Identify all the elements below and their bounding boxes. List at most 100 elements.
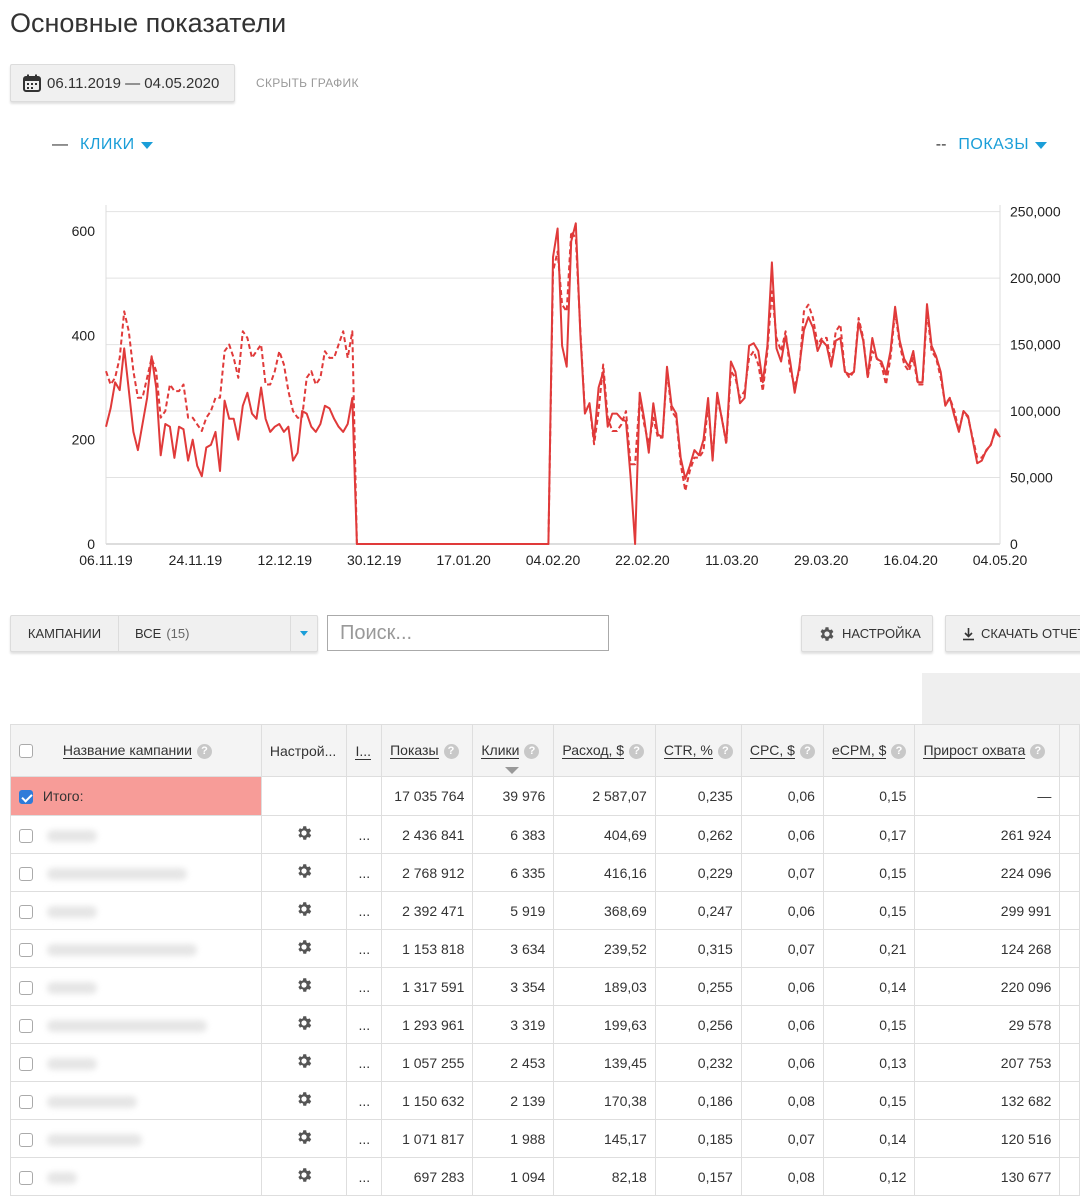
row-checkbox[interactable] xyxy=(19,942,33,957)
gear-icon[interactable] xyxy=(295,1054,313,1073)
row-checkbox[interactable] xyxy=(19,1132,33,1147)
help-icon[interactable]: ? xyxy=(629,744,645,759)
right-metric-label[interactable]: ПОКАЗЫ xyxy=(958,136,1029,153)
campaign-name-cell[interactable] xyxy=(10,1081,262,1120)
right-metric-selector[interactable]: -- ПОКАЗЫ xyxy=(936,136,1047,154)
chevron-down-icon[interactable] xyxy=(140,141,153,149)
table-row[interactable]: ... 1 071 817 1 988 145,17 0,185 0,07 0,14 120 … xyxy=(10,1119,1080,1158)
header-reach[interactable]: Прирост охвата? xyxy=(914,724,1061,777)
gear-icon[interactable] xyxy=(295,864,313,883)
row-settings-cell[interactable] xyxy=(260,929,348,968)
row-more[interactable]: ... xyxy=(346,891,383,930)
campaign-name-cell[interactable] xyxy=(10,929,262,968)
row-more[interactable]: ... xyxy=(346,967,383,1006)
gear-icon[interactable] xyxy=(295,902,313,921)
download-report-button[interactable]: СКАЧАТЬ ОТЧЕТ xyxy=(945,615,1080,652)
campaign-name-cell[interactable] xyxy=(10,967,262,1006)
table-row[interactable]: ... 2 768 912 6 335 416,16 0,229 0,07 0,15 224 … xyxy=(10,853,1080,892)
page-title: Основные показатели xyxy=(10,8,287,38)
left-metric-selector[interactable]: — КЛИКИ xyxy=(52,136,153,154)
header-info[interactable]: I... xyxy=(346,724,383,777)
table-row[interactable]: ... 1 057 255 2 453 139,45 0,232 0,06 0,13 207 … xyxy=(10,1043,1080,1082)
row-more[interactable]: ... xyxy=(346,1043,383,1082)
help-icon[interactable]: ? xyxy=(524,744,540,759)
settings-button[interactable]: НАСТРОЙКА xyxy=(801,615,933,652)
header-shows[interactable]: Показы? xyxy=(381,724,474,777)
gear-icon[interactable] xyxy=(295,826,313,845)
help-icon[interactable]: ? xyxy=(717,744,733,759)
header-ctr[interactable]: CTR, %? xyxy=(654,724,742,777)
row-settings-cell[interactable] xyxy=(260,815,348,854)
row-checkbox[interactable] xyxy=(19,904,33,919)
row-settings-cell[interactable] xyxy=(260,1119,348,1158)
download-label: СКАЧАТЬ ОТЧЕТ xyxy=(981,626,1080,641)
row-checkbox[interactable] xyxy=(19,866,33,881)
chevron-down-icon[interactable] xyxy=(1035,141,1047,149)
campaign-name-cell[interactable] xyxy=(10,891,262,930)
row-reach: 124 268 xyxy=(914,929,1061,968)
header-spend[interactable]: Расход, $? xyxy=(553,724,656,777)
header-ecpm[interactable]: eCPM, $? xyxy=(822,724,916,777)
row-spend: 368,69 xyxy=(553,891,656,930)
campaign-name-cell[interactable] xyxy=(10,1005,262,1044)
left-metric-label[interactable]: КЛИКИ xyxy=(80,136,135,153)
row-more[interactable]: ... xyxy=(346,1005,383,1044)
row-more[interactable]: ... xyxy=(346,1157,383,1196)
row-more[interactable]: ... xyxy=(346,929,383,968)
date-range-button[interactable]: 06.11.2019 — 04.05.2020 xyxy=(10,64,235,102)
gear-icon[interactable] xyxy=(295,940,313,959)
help-icon[interactable]: ? xyxy=(196,744,212,759)
row-checkbox[interactable] xyxy=(19,1018,33,1033)
campaign-name-cell[interactable] xyxy=(10,1157,262,1196)
table-row[interactable]: ... 2 436 841 6 383 404,69 0,262 0,06 0,17 261 … xyxy=(10,815,1080,854)
table-row[interactable]: ... 1 150 632 2 139 170,38 0,186 0,08 0,15 132 … xyxy=(10,1081,1080,1120)
gear-icon[interactable] xyxy=(295,1168,313,1187)
help-icon[interactable]: ? xyxy=(1030,744,1046,759)
gear-icon[interactable] xyxy=(295,978,313,997)
gear-icon[interactable] xyxy=(295,1092,313,1111)
gear-icon[interactable] xyxy=(295,1130,313,1149)
row-more[interactable]: ... xyxy=(346,1119,383,1158)
header-name[interactable]: Название кампании? xyxy=(10,724,262,777)
help-icon[interactable]: ? xyxy=(443,744,459,759)
row-settings-cell[interactable] xyxy=(260,1005,348,1044)
row-checkbox[interactable] xyxy=(19,1056,33,1071)
header-cpc[interactable]: CPC, $? xyxy=(740,724,824,777)
row-more[interactable]: ... xyxy=(346,815,383,854)
help-icon[interactable]: ? xyxy=(891,744,907,759)
campaign-filter[interactable]: КАМПАНИИ ВСЕ (15) xyxy=(10,615,318,652)
gear-icon[interactable] xyxy=(295,1016,313,1035)
header-name-label[interactable]: Название кампании xyxy=(62,742,192,759)
row-checkbox[interactable] xyxy=(19,828,33,843)
row-settings-cell[interactable] xyxy=(260,891,348,930)
search-input[interactable] xyxy=(327,615,609,651)
campaign-name-cell[interactable] xyxy=(10,815,262,854)
row-settings-cell[interactable] xyxy=(260,1081,348,1120)
row-checkbox[interactable] xyxy=(19,980,33,995)
table-row[interactable]: ... 2 392 471 5 919 368,69 0,247 0,06 0,15 299 … xyxy=(10,891,1080,930)
campaigns-tab[interactable]: КАМПАНИИ xyxy=(11,616,119,651)
line-chart: 0 50,000 100,000 150,000 200,000 250,000 0 200 4… xyxy=(72,204,1061,568)
table-row[interactable]: ... 697 283 1 094 82,18 0,157 0,08 0,12 130 677 xyxy=(10,1157,1080,1196)
row-settings-cell[interactable] xyxy=(260,1157,348,1196)
row-checkbox[interactable] xyxy=(19,1094,33,1109)
campaign-name-cell[interactable] xyxy=(10,1119,262,1158)
help-icon[interactable]: ? xyxy=(799,744,815,759)
filter-dropdown-toggle[interactable] xyxy=(291,616,317,651)
table-row[interactable]: ... 1 153 818 3 634 239,52 0,315 0,07 0,21 124 … xyxy=(10,929,1080,968)
row-settings-cell[interactable] xyxy=(260,853,348,892)
row-settings-cell[interactable] xyxy=(260,967,348,1006)
row-more[interactable]: ... xyxy=(346,853,383,892)
table-row[interactable]: ... 1 317 591 3 354 189,03 0,255 0,06 0,14 220 … xyxy=(10,967,1080,1006)
row-checkbox[interactable] xyxy=(19,1170,33,1185)
hide-chart-link[interactable]: СКРЫТЬ ГРАФИК xyxy=(256,76,359,90)
table-row[interactable]: ... 1 293 961 3 319 199,63 0,256 0,06 0,15 29 5… xyxy=(10,1005,1080,1044)
row-more[interactable]: ... xyxy=(346,1081,383,1120)
campaign-name-cell[interactable] xyxy=(10,853,262,892)
campaign-name-cell[interactable] xyxy=(10,1043,262,1082)
row-settings-cell[interactable] xyxy=(260,1043,348,1082)
total-checkbox[interactable] xyxy=(19,790,33,805)
header-clicks[interactable]: Клики? xyxy=(472,724,555,777)
filter-select[interactable]: ВСЕ (15) xyxy=(119,616,291,651)
select-all-checkbox[interactable] xyxy=(19,744,33,759)
